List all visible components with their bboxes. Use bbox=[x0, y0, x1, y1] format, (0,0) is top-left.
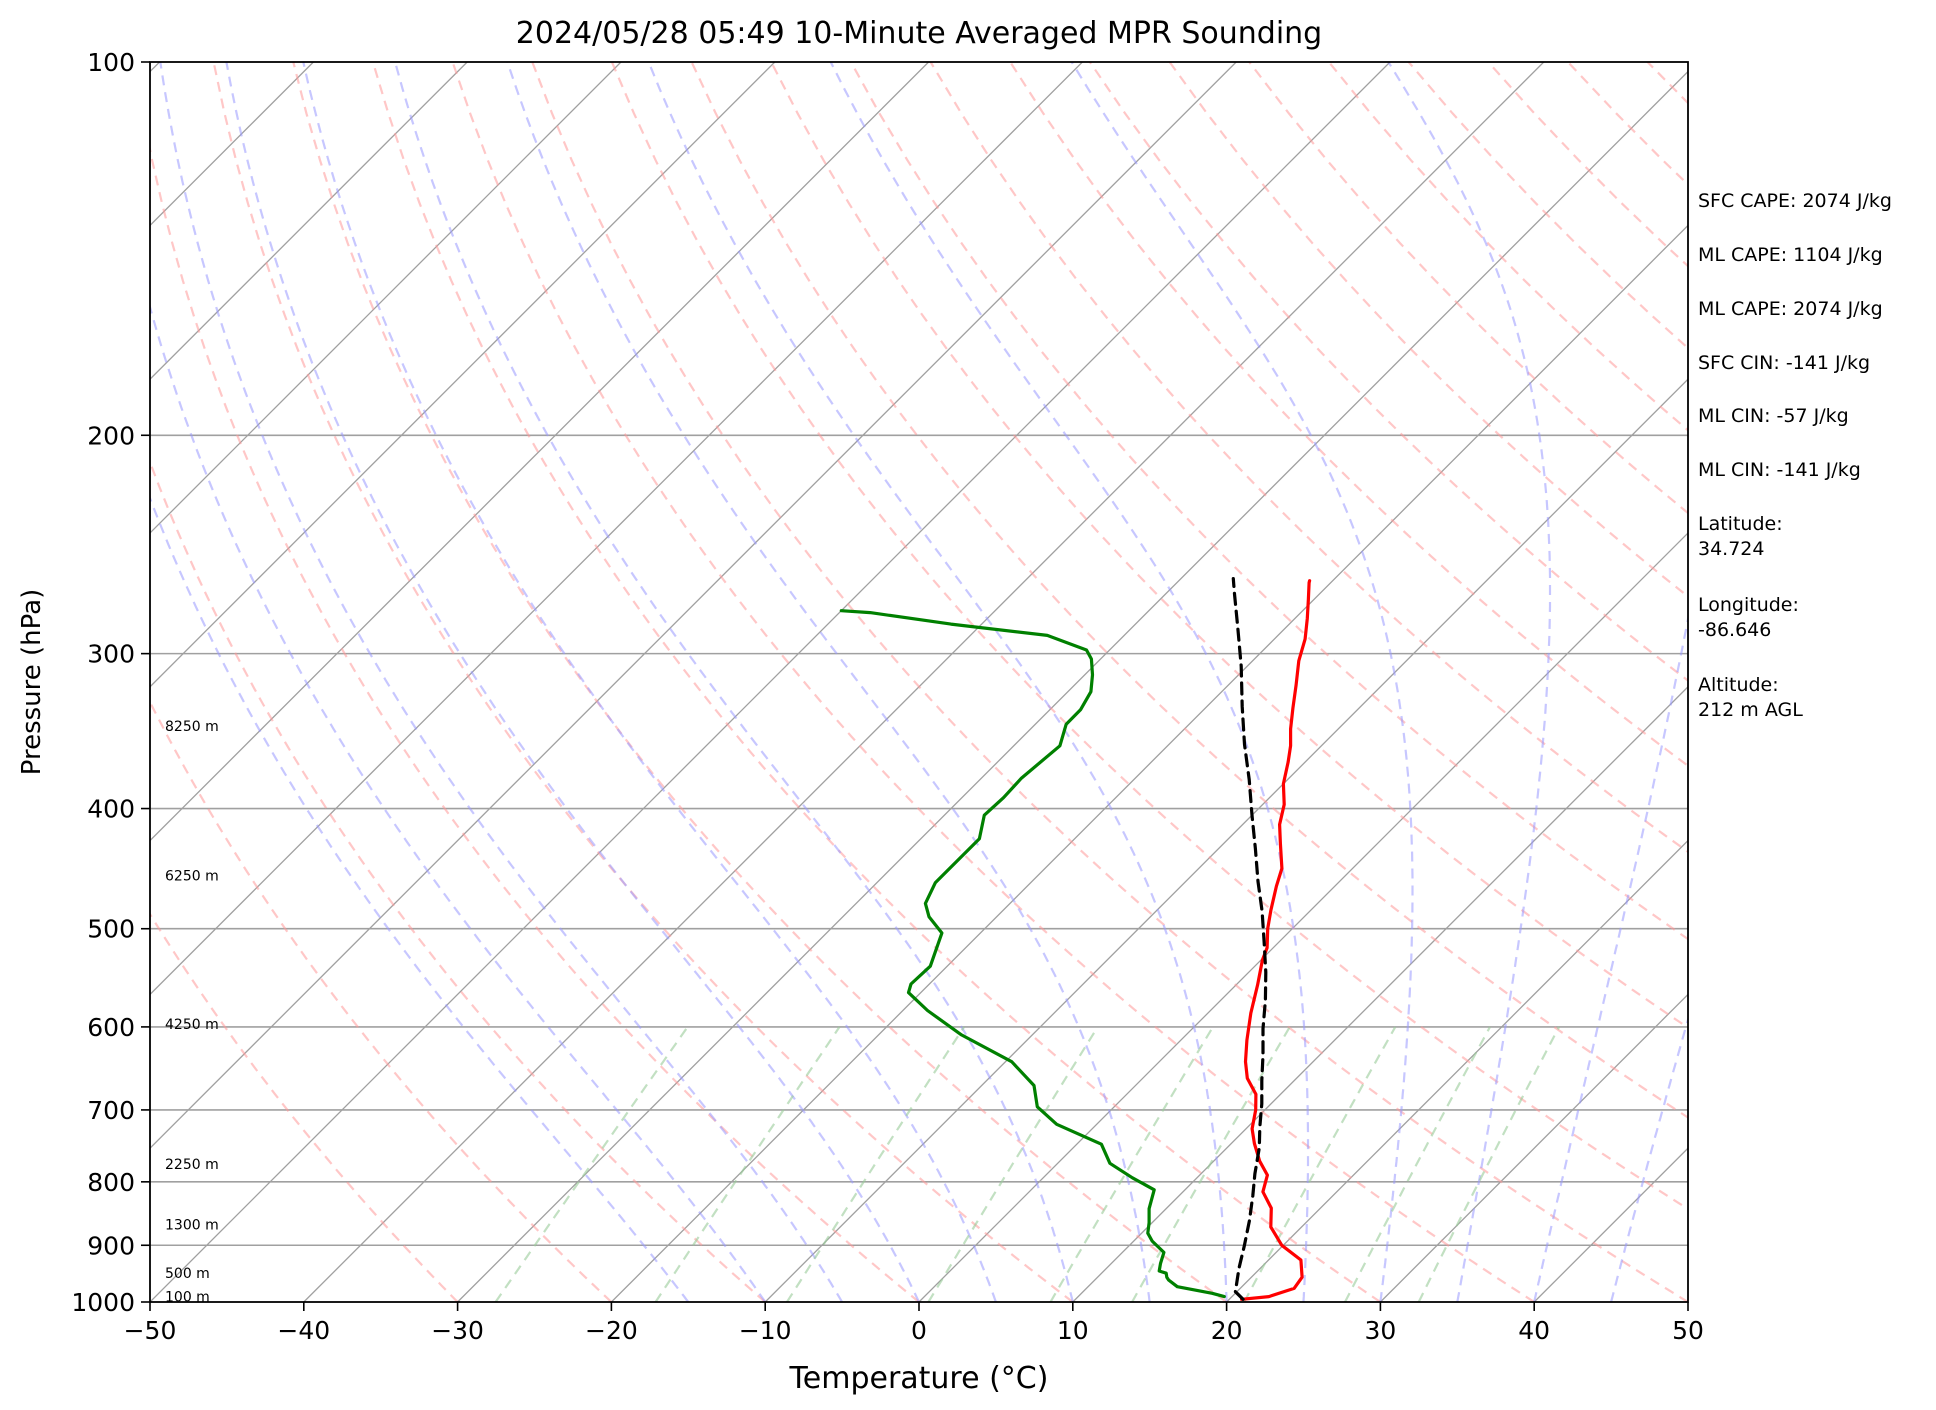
dry-adiabat-line bbox=[453, 62, 1535, 1302]
mixing-ratio-line bbox=[1419, 1027, 1559, 1302]
chart-title: 2024/05/28 05:49 10-Minute Averaged MPR … bbox=[516, 16, 1322, 51]
y-tick-label: 400 bbox=[87, 795, 135, 824]
moist-adiabat-line bbox=[303, 62, 996, 1302]
mixing-ratio-line bbox=[656, 1027, 840, 1302]
isotherm-line bbox=[0, 62, 313, 1302]
parcel-profile bbox=[1233, 579, 1266, 1300]
y-tick-label: 600 bbox=[87, 1013, 135, 1042]
x-axis-label: Temperature (°C) bbox=[789, 1361, 1049, 1396]
ml-cape-text-2: ML CAPE: 2074 J/kg bbox=[1698, 297, 1883, 322]
x-tick-label: 0 bbox=[911, 1316, 927, 1345]
moist-adiabat-line bbox=[395, 62, 1073, 1302]
moist-adiabat-line bbox=[49, 62, 688, 1302]
x-tick-label: 30 bbox=[1364, 1316, 1396, 1345]
x-tick-label: −40 bbox=[277, 1316, 330, 1345]
y-tick-label: 100 bbox=[87, 48, 135, 77]
sfc-cape-text: SFC CAPE: 2074 J/kg bbox=[1698, 189, 1892, 214]
y-tick-label: 1000 bbox=[71, 1288, 135, 1317]
x-tick-label: −50 bbox=[124, 1316, 177, 1345]
latitude-label: Latitude: bbox=[1698, 512, 1783, 537]
dry-adiabat-line bbox=[54, 62, 765, 1302]
isotherm-line bbox=[150, 62, 1390, 1302]
mixing-ratio-line bbox=[928, 1027, 1097, 1302]
height-label: 1300 m bbox=[165, 1218, 219, 1234]
x-tick-label: 20 bbox=[1211, 1316, 1243, 1345]
x-tick-label: 50 bbox=[1672, 1316, 1704, 1345]
ml-cin-text-2: ML CIN: -141 J/kg bbox=[1698, 458, 1861, 483]
y-tick-label: 300 bbox=[87, 640, 135, 669]
altitude-value: 212 m AGL bbox=[1698, 698, 1803, 723]
altitude-label: Altitude: bbox=[1698, 673, 1779, 698]
isotherm-line bbox=[0, 62, 1082, 1302]
latitude-value: 34.724 bbox=[1698, 537, 1764, 562]
height-label: 8250 m bbox=[165, 719, 219, 735]
longitude-value: -86.646 bbox=[1698, 618, 1771, 643]
dry-adiabat-line bbox=[134, 62, 919, 1302]
x-tick-label: −20 bbox=[585, 1316, 638, 1345]
ml-cape-text-1: ML CAPE: 1104 J/kg bbox=[1698, 243, 1883, 268]
y-tick-label: 200 bbox=[87, 421, 135, 450]
plot-frame bbox=[150, 62, 1688, 1302]
isotherm-line bbox=[0, 62, 1236, 1302]
height-label: 500 m bbox=[165, 1266, 210, 1282]
dry-adiabat-line bbox=[293, 62, 1226, 1302]
y-tick-label: 700 bbox=[87, 1096, 135, 1125]
y-tick-label: 900 bbox=[87, 1231, 135, 1260]
sfc-cin-text: SFC CIN: -141 J/kg bbox=[1698, 351, 1870, 376]
longitude-label: Longitude: bbox=[1698, 593, 1799, 618]
dewpoint-profile bbox=[841, 611, 1224, 1297]
x-tick-label: −10 bbox=[739, 1316, 792, 1345]
y-axis-label: Pressure (hPa) bbox=[17, 589, 47, 776]
isotherm-line bbox=[611, 62, 1851, 1302]
mixing-ratio-line bbox=[1132, 1027, 1290, 1302]
height-label: 100 m bbox=[165, 1290, 210, 1306]
height-label: 4250 m bbox=[165, 1017, 219, 1033]
mixing-ratio-line bbox=[1051, 1027, 1213, 1302]
x-tick-label: 40 bbox=[1518, 1316, 1550, 1345]
mixing-ratio-line bbox=[496, 1027, 688, 1302]
isotherm-line bbox=[0, 62, 6, 1302]
height-label: 2250 m bbox=[165, 1157, 219, 1173]
dry-adiabat-line bbox=[0, 62, 458, 1302]
y-tick-label: 800 bbox=[87, 1168, 135, 1197]
moist-adiabat-line bbox=[102, 62, 765, 1302]
x-tick-label: −30 bbox=[431, 1316, 484, 1345]
moist-adiabat-line bbox=[226, 62, 919, 1302]
y-tick-label: 500 bbox=[87, 915, 135, 944]
x-tick-label: 10 bbox=[1057, 1316, 1089, 1345]
ml-cin-text-1: ML CIN: -57 J/kg bbox=[1698, 404, 1849, 429]
mixing-ratio-line bbox=[1345, 1027, 1490, 1302]
dry-adiabat-line bbox=[612, 62, 1842, 1302]
height-label: 6250 m bbox=[165, 869, 219, 885]
moist-adiabat-line bbox=[831, 62, 1308, 1302]
isotherm-line bbox=[304, 62, 1544, 1302]
